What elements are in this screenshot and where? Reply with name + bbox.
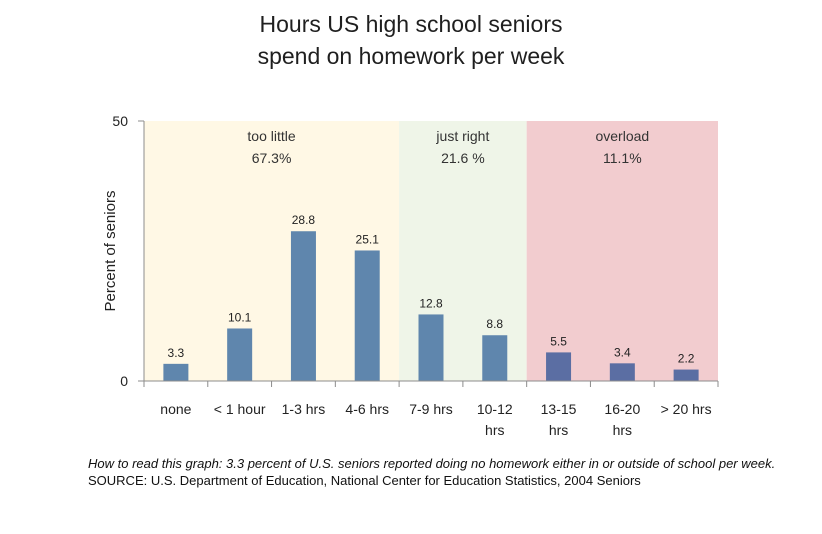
region-label-2: overload — [595, 128, 649, 144]
x-tick-label-5-1: hrs — [485, 422, 504, 438]
x-tick-label-8-0: > 20 hrs — [661, 401, 712, 417]
x-tick-label-6-1: hrs — [549, 422, 568, 438]
bar-4 — [418, 314, 444, 381]
bar-3 — [354, 250, 380, 381]
region-value-0: 67.3% — [252, 150, 292, 166]
bar-value-label-7: 3.4 — [614, 345, 631, 359]
bar-6 — [546, 352, 572, 381]
region-label-1: just right — [435, 128, 489, 144]
region-label-0: too little — [247, 128, 295, 144]
bar-7 — [609, 363, 635, 381]
x-tick-label-7-1: hrs — [613, 422, 632, 438]
region-value-1: 21.6 % — [441, 150, 485, 166]
chart-title-line-2: spend on homework per week — [257, 43, 565, 69]
y-axis-label: Percent of seniors — [102, 191, 119, 312]
x-tick-label-2-0: 1-3 hrs — [282, 401, 326, 417]
bar-1 — [227, 328, 253, 381]
how-to-read-note: How to read this graph: 3.3 percent of U… — [88, 456, 776, 471]
region-2 — [526, 121, 718, 381]
y-tick-label-0: 0 — [120, 373, 128, 389]
x-tick-label-0-0: none — [160, 401, 191, 417]
bar-5 — [482, 335, 508, 381]
bar-8 — [673, 369, 699, 381]
bar-chart: too little 67.3% just right 21.6 % overload 1… — [102, 113, 719, 438]
x-tick-label-4-0: 7-9 hrs — [409, 401, 453, 417]
x-tick-label-6-0: 13-15 — [541, 401, 577, 417]
footnote: How to read this graph: 3.3 percent of U… — [88, 455, 788, 489]
x-tick-label-1-0: < 1 hour — [214, 401, 266, 417]
bar-value-label-4: 12.8 — [419, 296, 443, 310]
y-tick-label-1: 50 — [112, 113, 128, 129]
bar-value-label-2: 28.8 — [292, 213, 316, 227]
bar-value-label-3: 25.1 — [356, 232, 380, 246]
x-tick-label-5-0: 10-12 — [477, 401, 513, 417]
source-note: SOURCE: U.S. Department of Education, Na… — [88, 473, 641, 488]
x-tick-label-3-0: 4-6 hrs — [345, 401, 389, 417]
chart-title-line-1: Hours US high school seniors — [259, 11, 563, 37]
bar-value-label-0: 3.3 — [168, 346, 185, 360]
bar-value-label-8: 2.2 — [678, 352, 695, 366]
chart-title: Hours US high school seniors spend on ho… — [0, 8, 822, 72]
region-value-2: 11.1% — [603, 150, 642, 166]
x-tick-label-7-0: 16-20 — [604, 401, 640, 417]
bar-value-label-1: 10.1 — [228, 310, 252, 324]
bar-0 — [163, 363, 189, 381]
bar-2 — [290, 231, 316, 381]
bar-value-label-6: 5.5 — [550, 334, 567, 348]
bar-value-label-5: 8.8 — [486, 317, 503, 331]
